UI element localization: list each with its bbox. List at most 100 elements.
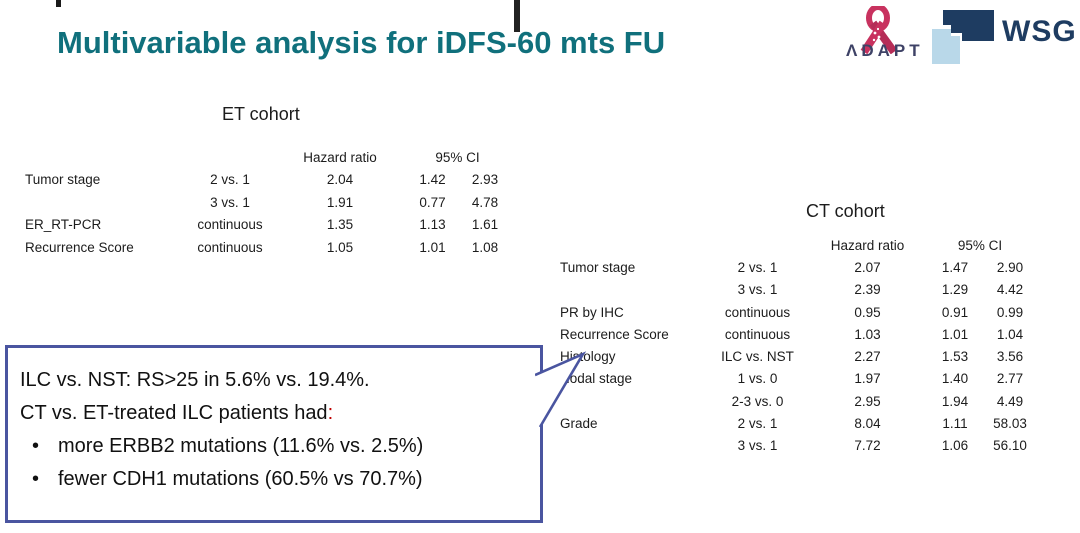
table-row: Nodal stage 1 vs. 0 1.97 1.40 2.77 [560,368,1035,390]
table-cell-ci_high: 58.03 [993,416,1027,432]
table-row: Tumor stage 2 vs. 1 2.04 1.42 2.93 [25,169,505,192]
table-cell-ci_high: 0.99 [996,304,1024,320]
table-cell-comparison: 3 vs. 1 [737,282,778,298]
table-cell-ci_high: 2.93 [471,172,499,188]
table-cell-ci_low: 1.42 [419,172,446,188]
table-cell-ci_low: 1.11 [942,416,968,432]
et-cohort-heading: ET cohort [222,104,300,124]
table-row: PR by IHC continuous 0.95 0.91 0.99 [560,301,1035,323]
table-cell-hr: 2.27 [854,349,881,365]
table-row: Tumor stage 2 vs. 1 2.07 1.47 2.90 [560,256,1035,278]
table-cell-ci_high: 3.56 [996,349,1024,365]
table-cell-ci_low: 1.29 [941,282,969,298]
table-cell-ci_low: 1.06 [941,438,969,454]
table-cell-comparison: 2 vs. 1 [737,416,778,432]
table-cell-hr: 7.72 [854,438,881,454]
callout-box: ILC vs. NST: RS>25 in 5.6% vs. 19.4%. CT… [5,345,543,523]
red-colon: : [327,402,334,424]
callout-bullet: • fewer CDH1 mutations (60.5% vs 70.7%) [20,463,540,496]
ci-header: 95% CI [957,237,1003,253]
table-cell-ci_low: 1.94 [941,393,969,409]
table-row: Histology ILC vs. NST 2.27 1.53 3.56 [560,345,1035,367]
table-header-row: Hazard ratio 95% CI [25,146,505,169]
et-cohort-table: Hazard ratio 95% CI Tumor stage 2 vs. 1 2.… [25,146,505,259]
ct-cohort-heading: CT cohort [806,201,885,221]
table-row: 3 vs. 1 7.72 1.06 56.10 [560,435,1035,457]
top-edge-artifact [514,0,520,32]
table-cell-label: PR by IHC [560,304,624,320]
awareness-ribbon-icon [860,6,898,54]
bullet-icon: • [32,468,40,490]
wsg-squares-icon [932,10,994,64]
table-row: 3 vs. 1 1.91 0.77 4.78 [25,191,505,214]
table-cell-ci_low: 1.40 [941,371,969,387]
table-cell-hr: 8.04 [854,416,881,432]
table-cell-hr: 1.35 [326,217,354,233]
ct-cohort-table: Hazard ratio 95% CI Tumor stage 2 vs. 1 2.… [560,234,1035,457]
table-cell-label: Tumor stage [560,259,636,275]
table-cell-ci_high: 2.90 [996,259,1024,275]
callout-bullet-text: fewer CDH1 mutations (60.5% vs 70.7%) [58,468,423,490]
hazard-ratio-header: Hazard ratio [830,237,905,253]
table-cell-label: Tumor stage [25,172,101,188]
page-title: Multivariable analysis for iDFS-60 mts F… [57,25,666,60]
table-cell-ci_low: 1.01 [941,326,969,342]
table-cell-ci_low: 1.13 [419,217,446,233]
top-edge-artifact [56,0,61,7]
wsg-logo: WSG [932,8,1080,68]
callout-line-1: ILC vs. NST: RS>25 in 5.6% vs. 19.4%. [20,369,370,391]
callout-line-2: CT vs. ET-treated ILC patients had: [20,402,334,424]
table-cell-ci_high: 4.42 [996,282,1024,298]
table-row: Recurrence Score continuous 1.03 1.01 1.04 [560,323,1035,345]
table-cell-ci_high: 4.49 [996,393,1024,409]
callout-bullet: • more ERBB2 mutations (11.6% vs. 2.5%) [20,430,540,463]
table-cell-comparison: 3 vs. 1 [737,438,778,454]
table-cell-ci_high: 1.08 [471,239,499,255]
table-cell-ci_low: 1.01 [419,239,446,255]
table-header-row: Hazard ratio 95% CI [560,234,1035,256]
table-cell-comparison: 1 vs. 0 [737,371,778,387]
table-row: 3 vs. 1 2.39 1.29 4.42 [560,279,1035,301]
table-cell-comparison: continuous [197,217,263,233]
table-cell-label: Recurrence Score [560,326,669,342]
ci-header: 95% CI [435,149,480,165]
table-cell-ci_low: 1.53 [941,349,969,365]
hazard-ratio-header: Hazard ratio [303,149,377,165]
table-cell-hr: 0.95 [854,304,881,320]
callout-bullet-text: more ERBB2 mutations (11.6% vs. 2.5%) [58,435,424,457]
table-cell-ci_low: 0.77 [419,194,446,210]
table-cell-ci_high: 1.61 [471,217,499,233]
table-cell-comparison: 2 vs. 1 [210,172,250,188]
table-cell-ci_low: 1.47 [941,259,969,275]
table-cell-hr: 2.95 [854,393,881,409]
table-cell-hr: 1.05 [326,239,354,255]
table-cell-label: Grade [560,416,598,432]
bullet-icon: • [32,435,40,457]
table-row: ER_RT-PCR continuous 1.35 1.13 1.61 [25,214,505,237]
adapt-logo-text: ΛDAPT [846,41,924,60]
table-cell-ci_high: 56.10 [993,438,1027,454]
wsg-logo-text: WSG [1002,15,1077,48]
table-cell-ci_low: 0.91 [941,304,969,320]
table-cell-hr: 2.04 [326,172,354,188]
table-row: Grade 2 vs. 1 8.04 1.11 58.03 [560,412,1035,434]
table-cell-comparison: continuous [724,326,791,342]
table-cell-comparison: 3 vs. 1 [210,194,250,210]
table-cell-comparison: 2 vs. 1 [737,259,778,275]
table-cell-hr: 2.07 [854,259,881,275]
table-cell-hr: 1.91 [326,194,354,210]
table-cell-label: Recurrence Score [25,239,134,255]
table-cell-comparison: ILC vs. NST [721,349,794,365]
table-cell-hr: 1.97 [854,371,881,387]
table-cell-ci_high: 4.78 [471,194,499,210]
table-cell-label: ER_RT-PCR [25,217,102,233]
table-cell-hr: 1.03 [854,326,881,342]
callout-tail-pointer [535,351,587,428]
table-cell-label: Nodal stage [560,371,633,387]
table-cell-comparison: continuous [197,239,263,255]
table-cell-ci_high: 2.77 [996,371,1024,387]
table-cell-comparison: continuous [724,304,791,320]
adapt-logo: ΛDAPT [846,5,951,71]
table-cell-comparison: 2-3 vs. 0 [731,393,784,409]
table-cell-hr: 2.39 [854,282,881,298]
